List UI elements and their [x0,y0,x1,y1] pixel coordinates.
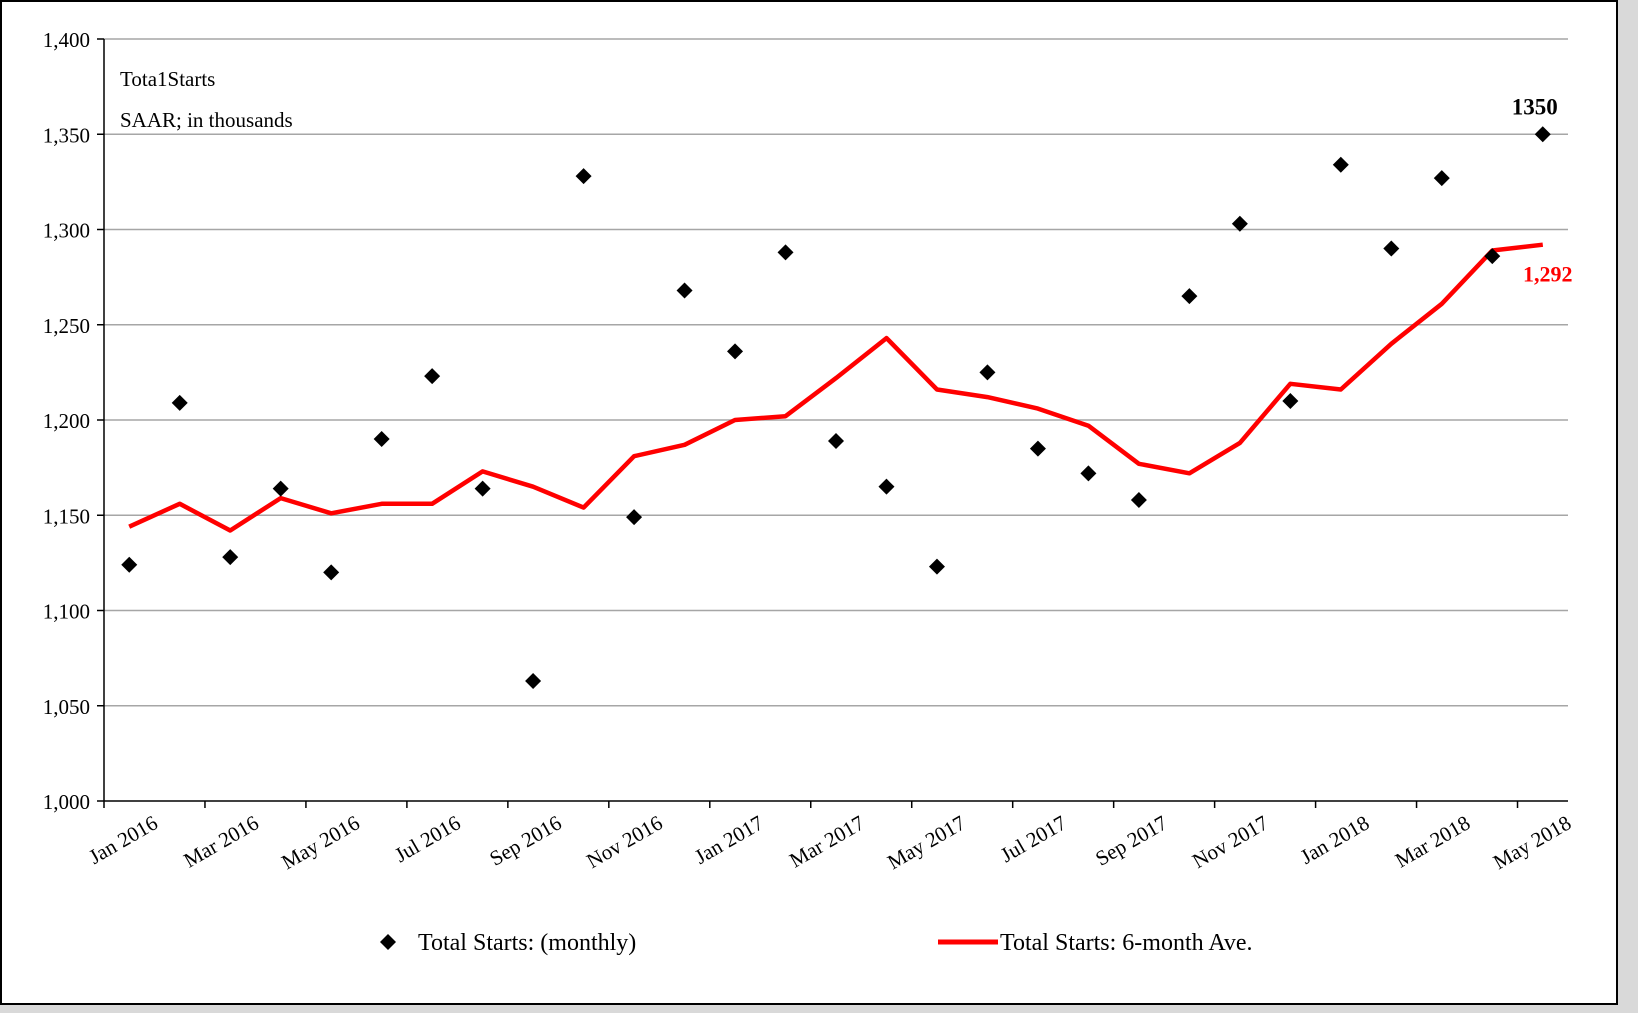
monthly-point [1383,240,1400,257]
monthly-point [1029,440,1046,457]
monthly-point [121,556,138,573]
monthly-point [424,368,441,385]
chart-annotation: Tota1Starts SAAR; in thousands [120,67,293,132]
x-tick-label: Jan 2017 [690,811,767,869]
x-tick-label: May 2017 [883,811,969,875]
monthly-point [1332,156,1349,173]
monthly-point [676,282,693,299]
legend-item-monthly: Total Starts: (monthly) [380,930,636,956]
x-tick-label: Mar 2017 [785,811,868,873]
monthly-point [1231,215,1248,232]
legend-label-average: Total Starts: 6-month Ave. [1000,930,1253,956]
legend-item-average: Total Starts: 6-month Ave. [938,930,1253,956]
y-tick-label: 1,050 [43,695,90,719]
monthly-point [1130,492,1147,509]
y-axis-ticks: 1,000 1,050 1,100 1,150 1,200 1,250 1,300 1,350… [43,28,104,814]
x-axis-ticks: Jan 2016 Mar 2016 May 2016 Jul 2016 Sep 2016… [85,801,1575,875]
last-average-value-label: 1,292 [1523,262,1573,287]
monthly-point [777,244,794,261]
monthly-point [222,549,239,566]
monthly-point [474,480,491,497]
y-tick-label: 1,100 [43,600,90,624]
y-tick-label: 1,200 [43,409,90,433]
annotation-line-1: Tota1Starts [120,67,215,91]
monthly-point [928,558,945,575]
annotation-line-2: SAAR; in thousands [120,108,293,132]
x-tick-label: Jul 2017 [996,811,1070,868]
monthly-point [626,509,643,526]
legend: Total Starts: (monthly) Total Starts: 6-… [380,930,1253,956]
monthly-point [727,343,744,360]
monthly-point [272,480,289,497]
x-tick-label: Nov 2016 [582,811,666,873]
monthly-point [525,672,542,689]
average-line [128,242,1544,533]
monthly-point [1282,392,1299,409]
x-tick-label: Jan 2016 [85,811,162,869]
monthly-point [171,394,188,411]
x-tick-label: Sep 2017 [1091,811,1171,871]
y-tick-label: 1,250 [43,314,90,338]
monthly-point [1534,126,1551,143]
average-line-series [128,242,1544,533]
x-tick-label: May 2016 [277,811,363,875]
y-tick-label: 1,350 [43,123,90,147]
x-tick-label: Mar 2018 [1391,811,1474,873]
monthly-point [373,431,390,448]
monthly-point [878,478,895,495]
y-tick-label: 1,300 [43,219,90,243]
monthly-points-series [121,126,1551,689]
y-tick-label: 1,400 [43,28,90,52]
x-tick-label: Nov 2017 [1188,811,1272,873]
x-tick-label: Jan 2018 [1296,811,1373,869]
monthly-point [323,564,340,581]
point-labels: 1350 1,292 [1512,94,1573,286]
x-tick-label: Jul 2016 [390,811,464,868]
y-tick-label: 1,000 [43,790,90,814]
legend-label-monthly: Total Starts: (monthly) [418,930,636,956]
gridlines [104,38,1568,707]
last-monthly-value-label: 1350 [1512,94,1558,119]
x-tick-label: Mar 2016 [179,811,262,873]
x-tick-label: May 2018 [1489,811,1575,875]
monthly-point [1080,465,1097,482]
monthly-point [575,168,592,185]
monthly-point [1433,170,1450,187]
chart-svg: 1,000 1,050 1,100 1,150 1,200 1,250 1,300 1,350… [43,28,1576,956]
monthly-point [1181,288,1198,305]
x-tick-label: Sep 2016 [485,811,565,871]
monthly-point [979,364,996,381]
chart-panel: 1,000 1,050 1,100 1,150 1,200 1,250 1,300 1,350… [0,0,1618,1005]
y-tick-label: 1,150 [43,504,90,528]
monthly-point [828,432,844,449]
legend-diamond-marker [380,934,396,950]
monthly-point [1484,248,1501,265]
